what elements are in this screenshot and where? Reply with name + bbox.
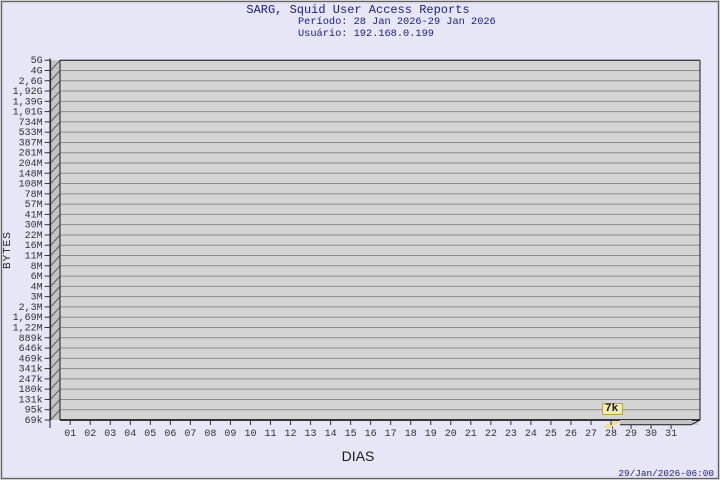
svg-text:131k: 131k [19,394,43,406]
svg-text:19: 19 [425,429,437,440]
svg-text:20: 20 [445,429,457,440]
svg-text:28: 28 [605,429,617,440]
svg-text:469k: 469k [19,353,43,365]
svg-text:889k: 889k [19,333,43,345]
svg-text:13: 13 [305,429,317,440]
svg-text:25: 25 [545,429,557,440]
svg-text:24: 24 [525,429,537,440]
svg-text:247k: 247k [19,374,43,386]
svg-text:04: 04 [124,429,136,440]
svg-text:01: 01 [64,429,76,440]
svg-text:30: 30 [645,429,657,440]
svg-text:07: 07 [184,429,196,440]
svg-text:10: 10 [244,429,256,440]
svg-text:27: 27 [585,429,597,440]
svg-text:31: 31 [665,429,677,440]
svg-text:11: 11 [264,429,276,440]
svg-text:12: 12 [285,429,297,440]
svg-text:26: 26 [565,429,577,440]
svg-text:03: 03 [104,429,116,440]
svg-text:22: 22 [485,429,497,440]
svg-text:06: 06 [164,429,176,440]
svg-text:08: 08 [204,429,216,440]
svg-text:15: 15 [345,429,357,440]
svg-text:29: 29 [625,429,637,440]
svg-text:09: 09 [224,429,236,440]
svg-text:16: 16 [365,429,377,440]
svg-text:180k: 180k [19,384,43,396]
svg-text:95k: 95k [25,405,43,417]
svg-text:14: 14 [325,429,337,440]
svg-text:646k: 646k [19,343,43,355]
svg-text:23: 23 [505,429,517,440]
svg-text:18: 18 [405,429,417,440]
svg-text:02: 02 [84,429,96,440]
svg-text:17: 17 [385,429,397,440]
svg-text:341k: 341k [19,364,43,376]
svg-text:69k: 69k [25,415,43,427]
svg-text:05: 05 [144,429,156,440]
svg-text:21: 21 [465,429,477,440]
